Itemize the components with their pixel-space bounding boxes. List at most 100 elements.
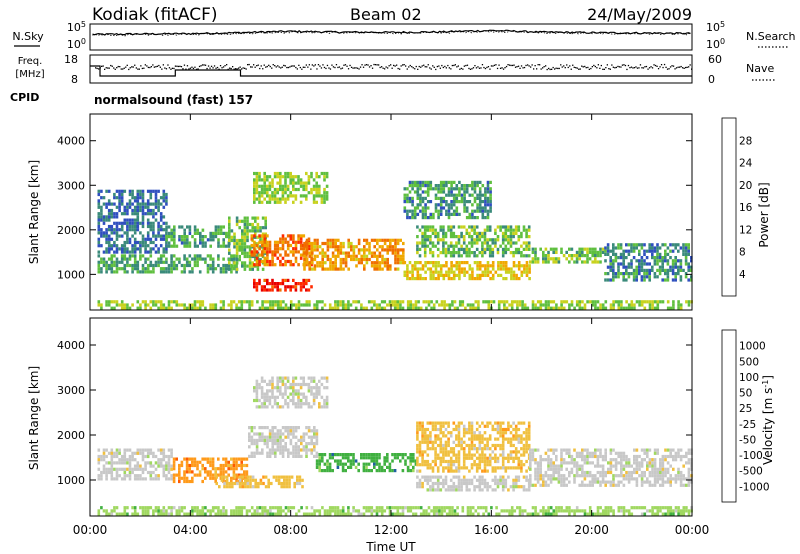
- range-cell: [146, 451, 150, 455]
- nave-point: [516, 66, 518, 68]
- range-cell: [664, 259, 667, 263]
- range-cell: [311, 257, 314, 262]
- range-cell: [336, 303, 340, 307]
- range-cell: [658, 272, 662, 276]
- range-cell: [509, 244, 513, 248]
- nave-point: [629, 67, 631, 69]
- range-cell: [426, 235, 430, 239]
- range-cell: [620, 480, 623, 484]
- range-cell: [180, 476, 184, 480]
- range-cell: [220, 475, 224, 479]
- range-cell: [486, 200, 490, 204]
- range-cell: [671, 243, 675, 247]
- range-cell: [131, 224, 134, 229]
- range-cell: [557, 470, 561, 475]
- range-cell: [486, 485, 489, 489]
- range-cell: [126, 448, 129, 452]
- nave-point: [210, 65, 213, 67]
- range-cell: [368, 251, 371, 255]
- range-cell: [596, 470, 600, 475]
- range-cell: [391, 300, 394, 304]
- range-cell: [144, 270, 147, 274]
- range-cell: [253, 197, 256, 201]
- range-cell: [313, 448, 316, 452]
- range-cell: [555, 470, 558, 475]
- nave-point: [158, 64, 160, 67]
- range-cell: [266, 445, 269, 449]
- range-cell: [241, 235, 244, 239]
- range-cell: [248, 438, 251, 442]
- range-cell: [162, 247, 166, 251]
- range-cell: [403, 196, 407, 200]
- range-cell: [483, 231, 487, 235]
- range-cell: [292, 432, 295, 436]
- range-cell: [416, 481, 419, 486]
- range-cell: [423, 225, 427, 229]
- range-cell: [107, 199, 111, 203]
- range-cell: [575, 250, 579, 254]
- range-cell: [539, 464, 542, 468]
- range-cell: [297, 426, 300, 430]
- range-cell: [224, 470, 228, 474]
- range-cell: [115, 234, 119, 238]
- nave-point: [323, 66, 326, 69]
- range-cell: [118, 221, 121, 225]
- range-cell: [243, 248, 247, 252]
- range-cell: [131, 263, 134, 268]
- range-cell: [196, 306, 199, 310]
- range-cell: [167, 448, 171, 452]
- range-cell: [425, 306, 428, 310]
- range-cell: [473, 453, 476, 457]
- range-cell: [260, 285, 264, 289]
- range-cell: [416, 184, 420, 188]
- range-cell: [310, 285, 313, 289]
- range-cell: [640, 268, 644, 272]
- range-cell: [531, 306, 535, 310]
- nave-point: [367, 64, 369, 66]
- range-cell: [512, 277, 516, 281]
- nave-point: [206, 67, 208, 70]
- range-cell: [305, 282, 308, 286]
- range-cell: [97, 461, 101, 465]
- range-cell: [638, 243, 641, 247]
- range-cell: [246, 485, 250, 489]
- range-cell: [402, 251, 405, 255]
- range-cell: [115, 270, 119, 274]
- range-cell: [431, 231, 435, 235]
- range-cell: [510, 273, 513, 277]
- range-cell: [586, 260, 589, 264]
- range-cell: [578, 454, 581, 459]
- range-cell: [262, 475, 265, 479]
- range-cell: [619, 262, 623, 266]
- range-cell: [136, 202, 140, 206]
- range-cell: [536, 470, 540, 475]
- range-cell: [159, 202, 163, 206]
- range-cell: [386, 459, 389, 463]
- range-cell: [465, 254, 469, 258]
- range-cell: [470, 244, 474, 248]
- range-cell: [512, 254, 515, 258]
- range-cell: [386, 267, 389, 271]
- range-cell: [549, 257, 553, 261]
- range-cell: [131, 470, 134, 475]
- range-cell: [256, 216, 260, 220]
- nave-point: [290, 65, 292, 67]
- range-cell: [228, 216, 231, 220]
- range-cell: [193, 463, 197, 468]
- range-cell: [455, 459, 458, 464]
- nave-point: [316, 68, 318, 70]
- range-cell: [159, 451, 163, 455]
- range-cell: [139, 221, 142, 225]
- range-cell: [478, 488, 482, 492]
- range-cell: [281, 263, 285, 267]
- range-cell: [578, 483, 581, 487]
- range-cell: [365, 306, 368, 310]
- nave-point: [161, 68, 163, 70]
- range-cell: [471, 306, 475, 310]
- range-cell: [149, 464, 153, 468]
- range-cell: [120, 250, 124, 254]
- range-cell: [591, 247, 594, 251]
- range-cell: [494, 456, 497, 460]
- range-cell: [105, 218, 108, 222]
- range-cell: [583, 254, 587, 258]
